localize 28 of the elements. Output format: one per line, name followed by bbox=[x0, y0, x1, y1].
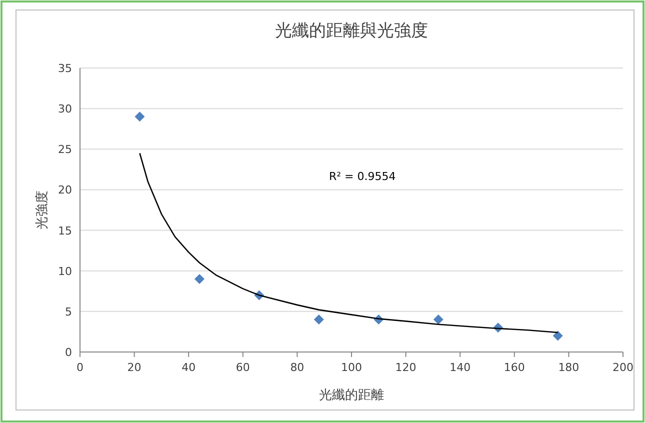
x-tick-label: 180 bbox=[558, 361, 580, 374]
point bbox=[314, 314, 324, 325]
x-tick-label: 0 bbox=[76, 361, 84, 374]
x-axis-title: 光纖的距離 bbox=[319, 388, 384, 403]
x-tick-label: 120 bbox=[395, 361, 416, 374]
x-tick-label: 140 bbox=[450, 361, 471, 374]
x-tick-label: 160 bbox=[504, 361, 525, 374]
y-axis-title: 光強度 bbox=[34, 190, 50, 230]
point bbox=[552, 330, 563, 341]
y-tick-label: 25 bbox=[58, 143, 72, 156]
annotation: R² = 0.9554 bbox=[328, 170, 396, 183]
point bbox=[433, 314, 444, 325]
point bbox=[194, 274, 204, 284]
chart-title: 光纖的距離與光強度 bbox=[275, 21, 428, 41]
y-tick-label: 30 bbox=[58, 102, 72, 116]
y-tick-label: 5 bbox=[65, 305, 72, 318]
y-tick-label: 35 bbox=[58, 62, 72, 75]
x-tick-label: 200 bbox=[612, 361, 634, 374]
x-tick-label: 100 bbox=[341, 361, 362, 374]
y-tick-label: 0 bbox=[65, 346, 72, 359]
y-tick-label: 10 bbox=[58, 264, 72, 278]
x-tick-label: 40 bbox=[182, 361, 196, 374]
x-tick-label: 20 bbox=[127, 361, 142, 374]
y-tick-label: 20 bbox=[58, 184, 72, 197]
x-tick-label: 80 bbox=[290, 361, 304, 374]
point bbox=[134, 112, 145, 122]
y-tick-label: 15 bbox=[58, 224, 72, 238]
x-tick-label: 60 bbox=[236, 361, 250, 374]
